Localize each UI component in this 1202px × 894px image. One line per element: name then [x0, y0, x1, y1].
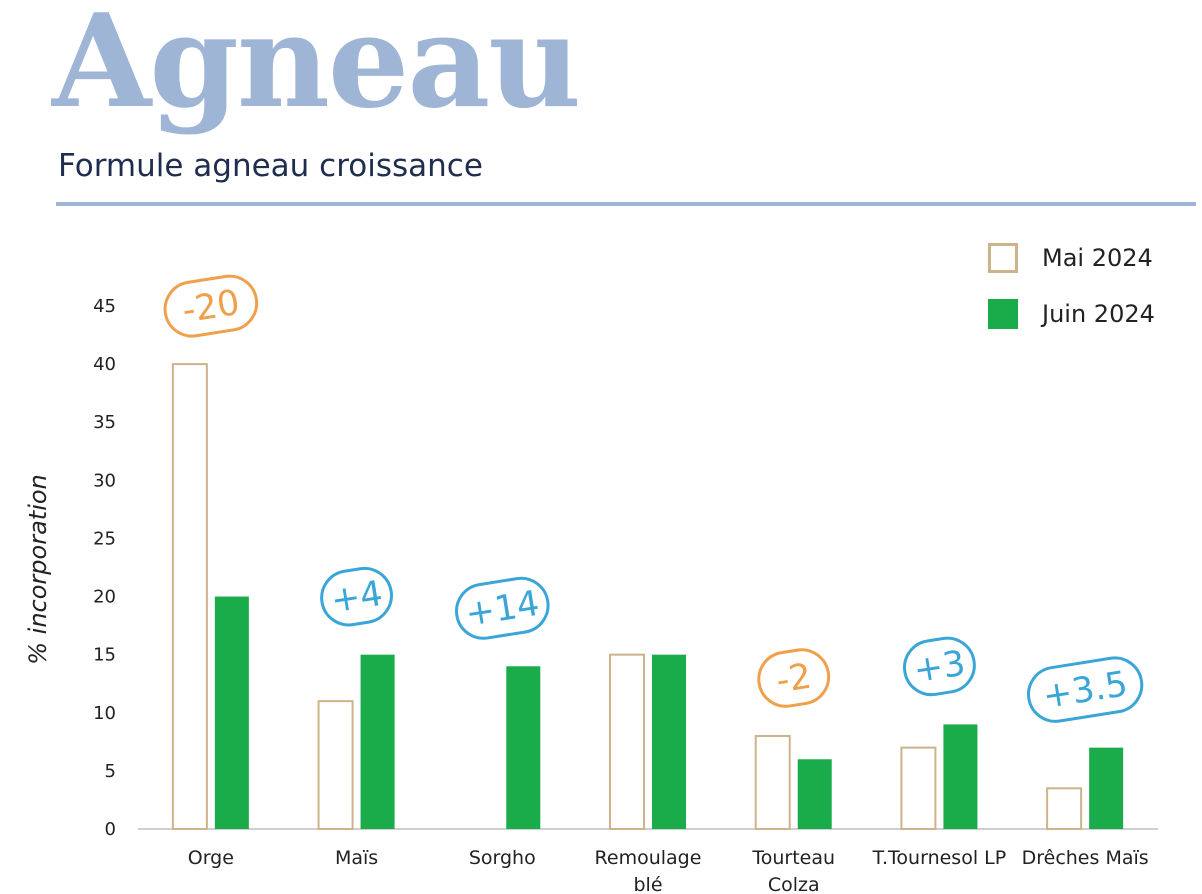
y-tick-label: 40: [93, 354, 116, 375]
bar-juin-2024: [797, 759, 832, 829]
bar-mai-2024: [609, 653, 645, 831]
bar-juin-2024: [214, 596, 249, 829]
y-tick-label: 45: [93, 296, 116, 317]
x-tick-label: Tourteau: [751, 847, 835, 869]
y-tick-label: 0: [105, 819, 116, 840]
y-tick-label: 35: [93, 412, 116, 433]
y-tick-label: 10: [93, 703, 116, 724]
legend-label-juin: Juin 2024: [1042, 300, 1155, 328]
x-tick-label: blé: [633, 874, 662, 894]
bar-mai-2024: [171, 363, 208, 830]
y-tick-label: 30: [93, 470, 116, 491]
y-axis-title: % incorporation: [24, 474, 52, 665]
legend-swatch-juin: [988, 299, 1018, 329]
bar-mai-2024: [1046, 787, 1083, 830]
x-tick-label: Sorgho: [469, 847, 536, 869]
legend-item-juin: Juin 2024: [988, 296, 1155, 332]
legend-swatch-mai: [988, 243, 1018, 273]
bar-juin-2024: [506, 666, 541, 829]
x-tick-label: Drêches Maïs: [1022, 847, 1149, 869]
variation-label: -20: [180, 283, 243, 331]
x-tick-label: Colza: [768, 874, 820, 894]
bar-mai-2024: [754, 735, 791, 830]
variation-label: +3: [911, 644, 968, 692]
x-tick-label: Orge: [188, 847, 234, 869]
page-title: Agneau: [52, 0, 581, 137]
variation-badge: [455, 576, 550, 640]
variation-badge: [757, 648, 831, 708]
legend-label-mai: Mai 2024: [1042, 244, 1153, 272]
bar-juin-2024: [652, 654, 686, 829]
variation-badge: [320, 566, 393, 627]
page-subtitle: Formule agneau croissance: [58, 148, 483, 184]
y-tick-label: 20: [93, 587, 116, 608]
y-tick-label: 5: [105, 761, 116, 782]
chart-legend: Mai 2024 Juin 2024: [988, 240, 1155, 352]
bar-juin-2024: [360, 654, 395, 829]
bar-mai-2024: [900, 746, 937, 831]
y-tick-label: 15: [93, 645, 116, 666]
bar-juin-2024: [943, 724, 978, 829]
variation-badge: [903, 636, 976, 697]
y-tick-label: 25: [93, 528, 116, 549]
x-tick-label: Remoulage: [595, 847, 702, 869]
title-divider: [56, 202, 1196, 206]
legend-item-mai: Mai 2024: [988, 240, 1155, 276]
bar-juin-2024: [1089, 747, 1124, 829]
variation-label: +4: [328, 574, 385, 622]
variation-badge: [163, 274, 259, 338]
x-tick-label: T.Tournesol LP: [872, 847, 1007, 869]
x-tick-label: Maïs: [335, 847, 378, 869]
bar-mai-2024: [317, 700, 354, 831]
variation-label: -2: [774, 657, 815, 702]
variation-badge: [1027, 656, 1144, 723]
